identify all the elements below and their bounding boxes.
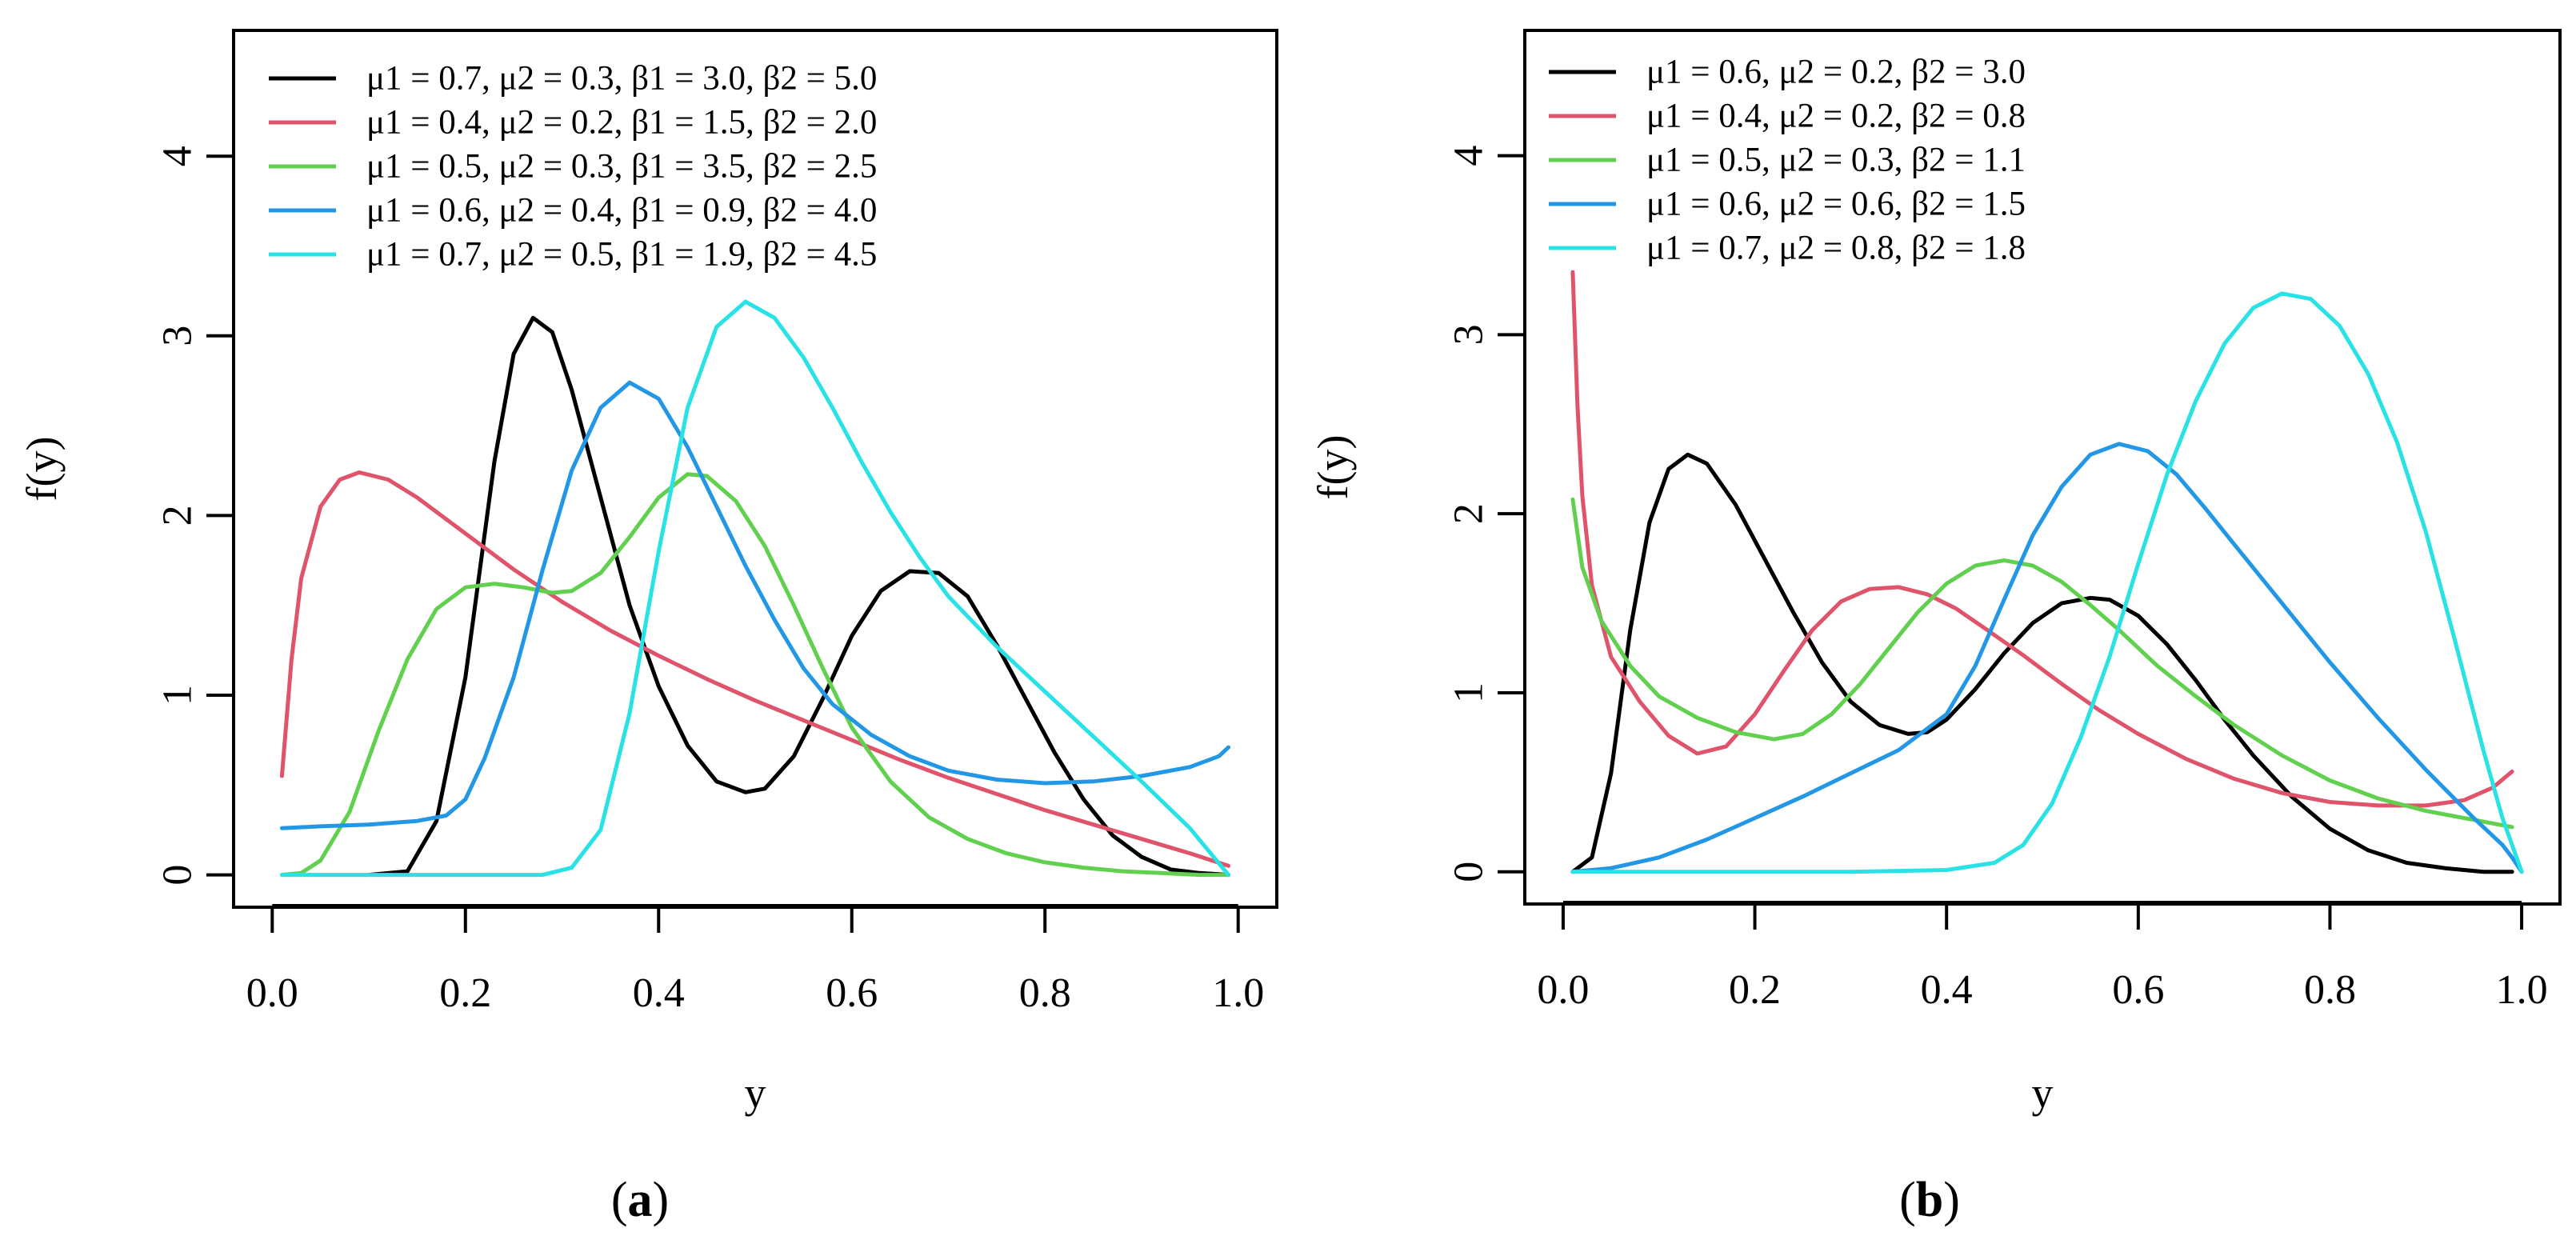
x-tick-label: 0.8 xyxy=(2304,967,2356,1013)
x-axis-label: y xyxy=(745,1069,766,1117)
legend-label-3: μ1 = 0.5, μ2 = 0.3, β1 = 3.5, β2 = 2.5 xyxy=(366,148,877,186)
series-line-4 xyxy=(1570,442,2524,874)
y-tick-label: 4 xyxy=(155,146,201,166)
x-tick-label: 1.0 xyxy=(2496,967,2548,1013)
series-line-2 xyxy=(1570,270,2514,808)
y-tick-label: 1 xyxy=(155,685,201,706)
y-tick-label: 4 xyxy=(1446,146,1492,166)
y-tick-label: 0 xyxy=(1446,862,1492,882)
panel-caption: (a) xyxy=(611,1173,669,1227)
legend-label-1: μ1 = 0.7, μ2 = 0.3, β1 = 3.0, β2 = 5.0 xyxy=(366,60,877,98)
x-tick-label: 0.6 xyxy=(826,970,878,1016)
x-axis: 0.0 0.2 0.4 0.6 0.8 1.0 xyxy=(1537,901,2548,1013)
y-tick-label: 1 xyxy=(1446,682,1492,703)
legend: μ1 = 0.6, μ2 = 0.2, β2 = 3.0 μ1 = 0.4, μ2… xyxy=(1549,54,2026,267)
legend-label-4: μ1 = 0.6, μ2 = 0.6, β2 = 1.5 xyxy=(1646,186,2026,223)
y-tick-label: 2 xyxy=(1446,503,1492,524)
legend-label-5: μ1 = 0.7, μ2 = 0.5, β1 = 1.9, β2 = 4.5 xyxy=(366,236,877,274)
x-tick-label: 0.0 xyxy=(246,970,298,1016)
legend-label-4: μ1 = 0.6, μ2 = 0.4, β1 = 0.9, β2 = 4.0 xyxy=(366,192,877,230)
legend-label-5: μ1 = 0.7, μ2 = 0.8, β2 = 1.8 xyxy=(1646,230,2026,267)
x-axis: 0.0 0.2 0.4 0.6 0.8 1.0 xyxy=(246,904,1264,1016)
y-axis-label: f(y) xyxy=(18,437,66,502)
series-line-3 xyxy=(1570,497,2514,830)
y-tick-label: 3 xyxy=(1446,324,1492,345)
panel-label: b xyxy=(1916,1173,1943,1227)
legend-label-2: μ1 = 0.4, μ2 = 0.2, β1 = 1.5, β2 = 2.0 xyxy=(366,104,877,142)
y-tick-label: 2 xyxy=(155,505,201,526)
x-tick-label: 0.4 xyxy=(633,970,685,1016)
series-line-5 xyxy=(279,299,1231,878)
series-line-2 xyxy=(279,470,1231,868)
legend-label-1: μ1 = 0.6, μ2 = 0.2, β2 = 3.0 xyxy=(1646,54,2026,91)
panel-label: a xyxy=(628,1173,653,1227)
panel-a: 0.0 0.2 0.4 0.6 0.8 1.0 0 1 2 3 4 y f(y) μ1 = 0.7… xyxy=(18,29,1278,1227)
x-tick-label: 0.6 xyxy=(2112,967,2164,1013)
series-lines xyxy=(279,299,1231,878)
legend-label-2: μ1 = 0.4, μ2 = 0.2, β2 = 0.8 xyxy=(1646,98,2026,135)
x-tick-label: 1.0 xyxy=(1212,970,1264,1016)
y-axis-label: f(y) xyxy=(1309,435,1357,500)
y-axis: 0 1 2 3 4 xyxy=(155,146,235,886)
series-line-4 xyxy=(279,380,1231,830)
panel-b: 0.0 0.2 0.4 0.6 0.8 1.0 0 1 2 3 4 y f(y) μ1 = 0.6… xyxy=(1309,29,2562,1227)
series-line-5 xyxy=(1570,291,2524,874)
series-line-1 xyxy=(1570,452,2514,874)
panel-caption: (b) xyxy=(1899,1173,1960,1227)
series-line-1 xyxy=(366,315,1231,878)
legend-label-3: μ1 = 0.5, μ2 = 0.3, β2 = 1.1 xyxy=(1646,142,2026,179)
series-line-3 xyxy=(279,472,1231,878)
legend: μ1 = 0.7, μ2 = 0.3, β1 = 3.0, β2 = 5.0 μ1… xyxy=(269,60,877,274)
x-tick-label: 0.0 xyxy=(1537,967,1589,1013)
x-tick-label: 0.2 xyxy=(439,970,491,1016)
y-tick-label: 0 xyxy=(155,865,201,886)
series-lines xyxy=(1570,270,2524,874)
y-tick-label: 3 xyxy=(155,326,201,346)
y-axis: 0 1 2 3 4 xyxy=(1446,146,1526,882)
x-tick-label: 0.4 xyxy=(1921,967,1973,1013)
x-tick-label: 0.8 xyxy=(1019,970,1071,1016)
x-axis-label: y xyxy=(2032,1069,2054,1117)
x-tick-label: 0.2 xyxy=(1729,967,1781,1013)
